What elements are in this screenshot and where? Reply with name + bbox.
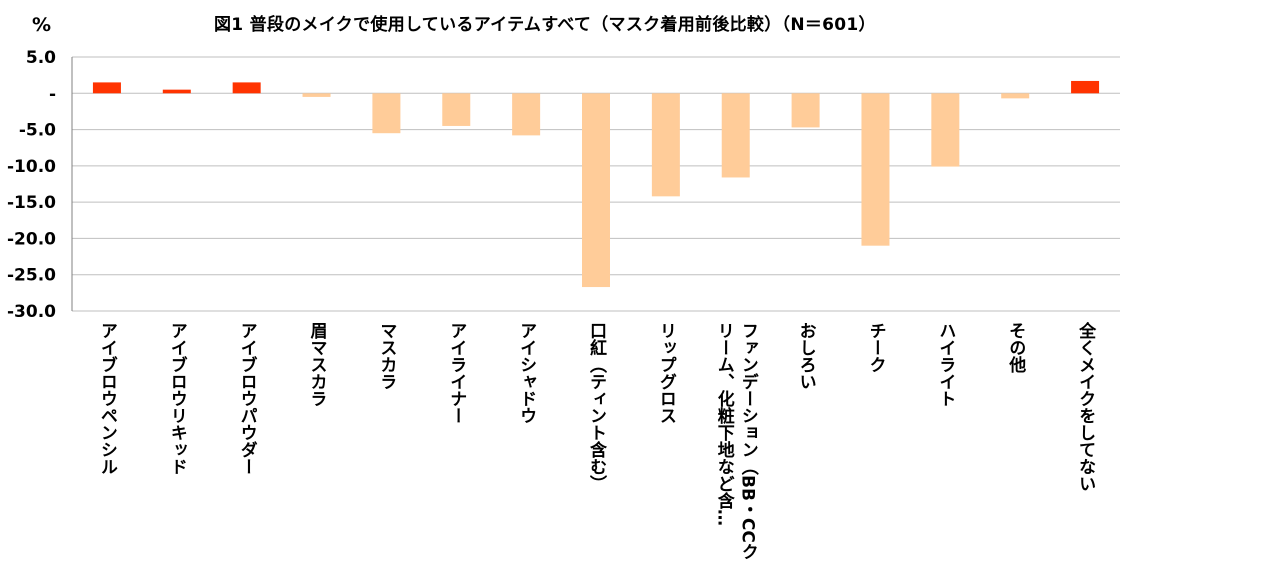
bar	[162, 89, 191, 94]
x-category-label: 眉マスカラ	[306, 322, 327, 407]
x-category-label: アイブロウペンシル	[96, 322, 117, 475]
y-tick-label: -15.0	[7, 193, 56, 213]
bar	[651, 93, 680, 197]
x-category-label: 全くメイクをしてない	[1075, 322, 1096, 492]
bar	[1001, 93, 1030, 99]
y-axis-unit: %	[32, 14, 52, 36]
bar	[302, 93, 331, 97]
bar	[92, 82, 121, 94]
bar	[861, 93, 890, 246]
x-category-label: 口紅（ティント含む）	[586, 322, 606, 492]
bar	[442, 93, 471, 126]
y-axis: 5.0 - -5.0 -10.0 -15.0 -20.0 -25.0 -30.0	[7, 48, 73, 322]
y-tick-label: -	[49, 84, 56, 104]
x-category-label: おしろい	[795, 322, 816, 390]
bar	[1071, 80, 1100, 94]
y-tick-label: -5.0	[19, 121, 56, 141]
x-category-label: その他	[1005, 322, 1026, 373]
x-category-label: アイライナー	[446, 322, 467, 424]
x-category-label: チーク	[865, 322, 886, 373]
bar	[931, 93, 960, 167]
x-category-label: アイブロウパウダー	[236, 322, 257, 475]
y-tick-label: -10.0	[7, 157, 56, 177]
y-tick-label: -30.0	[7, 302, 56, 322]
x-category-label: リーム、化粧下地など含…	[713, 322, 734, 526]
bar	[582, 93, 610, 288]
x-category-label: アイシャドウ	[516, 322, 537, 424]
bar	[232, 82, 261, 94]
x-category-label: ファンデーション（BB・CCク	[737, 322, 758, 560]
y-tick-label: 5.0	[26, 48, 56, 68]
y-tick-label: -25.0	[7, 266, 56, 286]
bars	[92, 80, 1100, 288]
chart-title: 図1 普段のメイクで使用しているアイテムすべて（マスク着用前後比較）（N＝601…	[214, 15, 876, 35]
x-category-label: ハイライト	[935, 322, 956, 407]
x-category-label: マスカラ	[376, 322, 397, 390]
y-tick-label: -20.0	[7, 229, 56, 249]
bar	[372, 93, 401, 134]
bar	[512, 93, 541, 136]
x-category-label: リップグロス	[655, 322, 676, 424]
bar	[791, 93, 820, 128]
bar	[721, 93, 750, 178]
x-category-label: アイブロウリキッド	[166, 322, 187, 475]
